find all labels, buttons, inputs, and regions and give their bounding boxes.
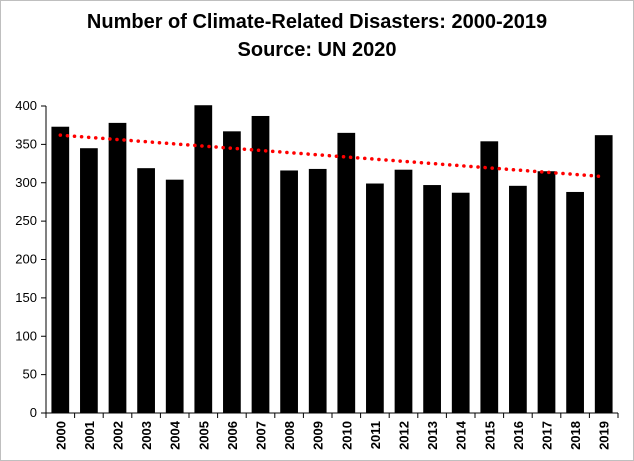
- x-tick-label: 2017: [540, 421, 555, 450]
- x-tick-label: 2016: [511, 421, 526, 450]
- x-tick-label: 2010: [339, 421, 354, 450]
- bar: [308, 168, 327, 413]
- bar: [537, 171, 556, 413]
- y-tick-label: 300: [15, 175, 37, 190]
- bar: [223, 131, 241, 413]
- bar: [480, 141, 499, 413]
- x-tick-label: 2003: [139, 421, 154, 450]
- y-tick-label: 350: [15, 136, 37, 151]
- chart-subtitle: Source: UN 2020: [237, 39, 397, 61]
- x-tick-label: 2008: [282, 421, 297, 450]
- bar: [394, 169, 413, 413]
- x-tick-label: 2006: [225, 421, 240, 450]
- x-tick-label: 2001: [82, 421, 97, 450]
- trendline-group: [58, 133, 606, 179]
- bar-series: [51, 105, 613, 414]
- x-axis: 2000 2001 2002 2003 2004 2005 2006 2007 2008 2009…: [45, 412, 619, 450]
- x-tick-label: 2005: [196, 421, 211, 450]
- x-tick-label: 2000: [53, 421, 68, 450]
- bar: [280, 170, 298, 413]
- bar: [366, 183, 384, 413]
- x-tick-label: 2018: [568, 421, 583, 450]
- x-tick-label: 2013: [425, 421, 440, 450]
- bar: [423, 185, 441, 413]
- bar: [337, 132, 356, 414]
- bar: [108, 122, 127, 413]
- y-tick-label: 150: [15, 290, 37, 305]
- x-tick-label: 2014: [454, 420, 469, 450]
- chart-title: Number of Climate-Related Disasters: 200…: [86, 11, 548, 33]
- y-tick-label: 250: [15, 213, 37, 228]
- x-tick-label: 2012: [397, 421, 412, 450]
- x-tick-label: 2015: [482, 421, 497, 450]
- chart-title-block: Number of Climate-Related Disasters: 200…: [0, 8, 634, 64]
- bar: [509, 185, 527, 413]
- x-tick-label: 2007: [254, 421, 269, 450]
- y-axis: 0 50 100 150 200 250 300 350 400: [15, 98, 47, 420]
- y-tick-label: 100: [15, 328, 37, 343]
- bar: [594, 135, 613, 414]
- trendline: [58, 133, 606, 179]
- y-tick-label: 400: [15, 98, 37, 113]
- x-tick-label: 2002: [111, 421, 126, 450]
- bar: [51, 126, 70, 413]
- x-tick-label: 2009: [311, 421, 326, 450]
- bar: [251, 115, 270, 413]
- y-tick-label: 50: [23, 367, 37, 382]
- bar: [80, 148, 98, 413]
- x-tick-label: 2019: [597, 421, 612, 450]
- x-tick-label: 2011: [368, 421, 383, 449]
- bar: [137, 168, 155, 413]
- bar: [566, 191, 584, 413]
- y-tick-label: 0: [30, 405, 37, 420]
- bar: [451, 192, 470, 413]
- x-tick-label: 2004: [168, 420, 183, 450]
- bar: [165, 179, 184, 413]
- bar: [194, 105, 213, 414]
- y-tick-label: 200: [15, 252, 37, 267]
